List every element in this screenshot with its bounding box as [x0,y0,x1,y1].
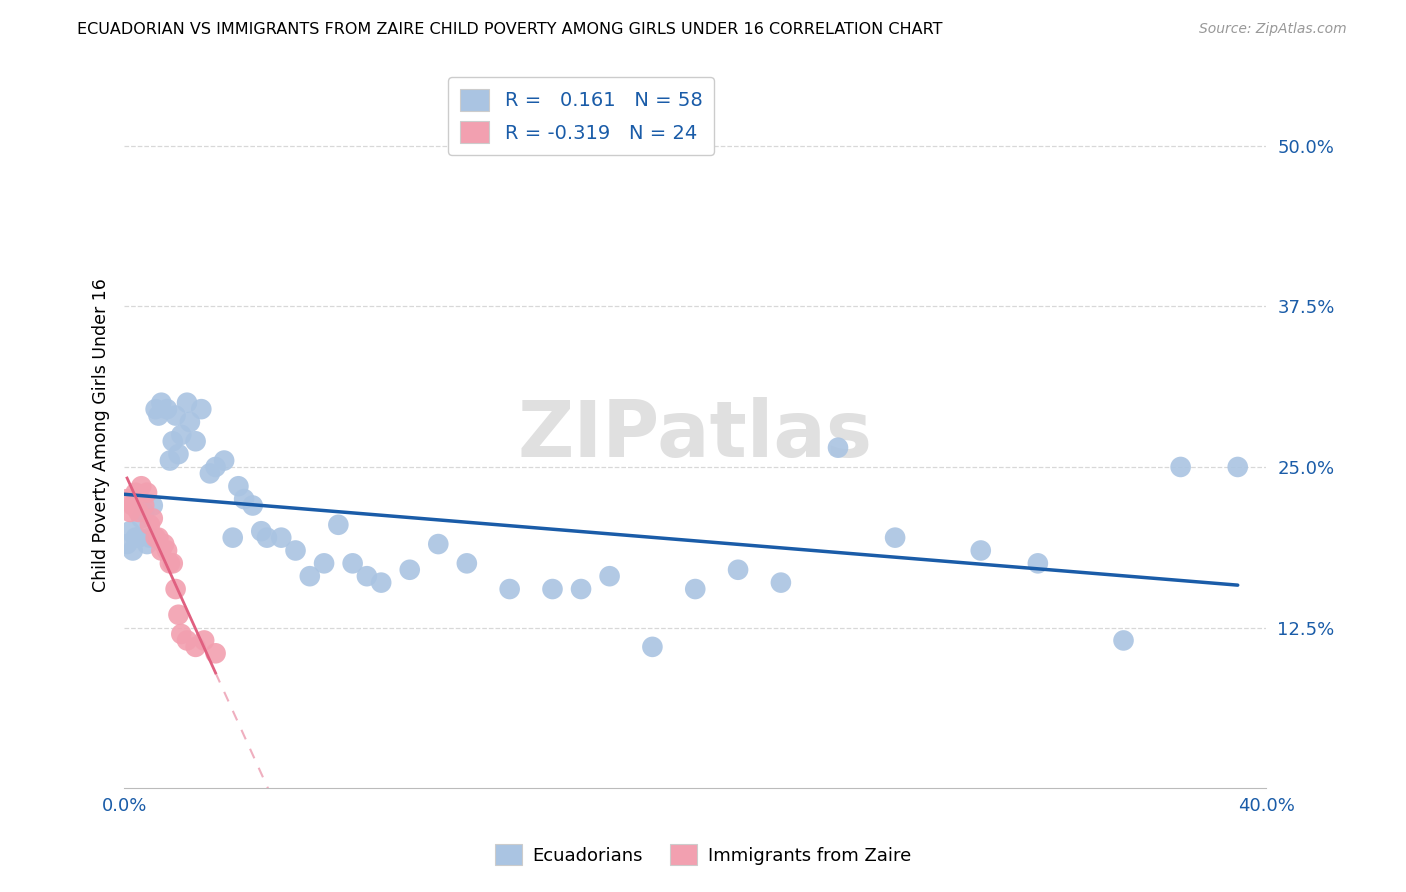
Point [124,531,146,545]
Point [456,557,478,571]
Point [167,607,190,622]
Point [256,531,278,545]
Point [541,582,564,596]
Point [165,582,187,596]
Text: Source: ZipAtlas.com: Source: ZipAtlas.com [1199,22,1347,37]
Point [136,537,159,551]
Point [139,531,162,545]
Point [184,434,207,449]
Point [176,395,198,409]
Point [118,524,141,539]
Point [1170,460,1192,475]
Point [1026,557,1049,571]
Point [131,479,153,493]
Point [270,531,292,545]
Point [569,582,592,596]
Point [118,505,141,519]
Point [150,395,173,409]
Point [134,499,156,513]
Point [398,563,420,577]
Point [156,543,179,558]
Point [162,434,184,449]
Point [193,633,215,648]
Point [641,640,664,654]
Point [159,453,181,467]
Point [242,499,264,513]
Point [179,415,201,429]
Point [356,569,378,583]
Point [121,499,143,513]
Point [148,409,170,423]
Point [115,537,138,551]
Point [884,531,907,545]
Point [136,485,159,500]
Point [170,427,193,442]
Point [121,543,143,558]
Point [212,453,235,467]
Point [827,441,849,455]
Point [427,537,450,551]
Y-axis label: Child Poverty Among Girls Under 16: Child Poverty Among Girls Under 16 [93,278,110,591]
Point [222,531,245,545]
Point [148,531,170,545]
Point [128,505,150,519]
Point [970,543,993,558]
Point [153,537,176,551]
Point [342,557,364,571]
Point [204,646,226,660]
Point [167,447,190,461]
Text: ECUADORIAN VS IMMIGRANTS FROM ZAIRE CHILD POVERTY AMONG GIRLS UNDER 16 CORRELATI: ECUADORIAN VS IMMIGRANTS FROM ZAIRE CHIL… [77,22,943,37]
Legend: Ecuadorians, Immigrants from Zaire: Ecuadorians, Immigrants from Zaire [488,837,918,872]
Point [176,633,198,648]
Point [145,531,167,545]
Point [190,402,212,417]
Point [115,492,138,507]
Point [124,485,146,500]
Point [131,511,153,525]
Point [312,557,335,571]
Point [498,582,520,596]
Legend: R =   0.161   N = 58, R = -0.319   N = 24: R = 0.161 N = 58, R = -0.319 N = 24 [449,77,714,155]
Point [228,479,250,493]
Point [162,557,184,571]
Point [198,467,221,481]
Point [204,460,226,475]
Point [298,569,321,583]
Point [142,511,165,525]
Point [284,543,307,558]
Point [683,582,706,596]
Point [156,402,179,417]
Point [1226,460,1249,475]
Point [328,517,350,532]
Point [134,505,156,519]
Point [250,524,273,539]
Point [769,575,792,590]
Point [1112,633,1135,648]
Point [139,517,162,532]
Point [599,569,621,583]
Point [128,531,150,545]
Text: ZIPatlas: ZIPatlas [517,397,873,473]
Point [184,640,207,654]
Point [145,402,167,417]
Point [159,557,181,571]
Point [727,563,749,577]
Point [170,627,193,641]
Point [165,409,187,423]
Point [150,543,173,558]
Point [142,499,165,513]
Point [233,492,256,507]
Point [370,575,392,590]
